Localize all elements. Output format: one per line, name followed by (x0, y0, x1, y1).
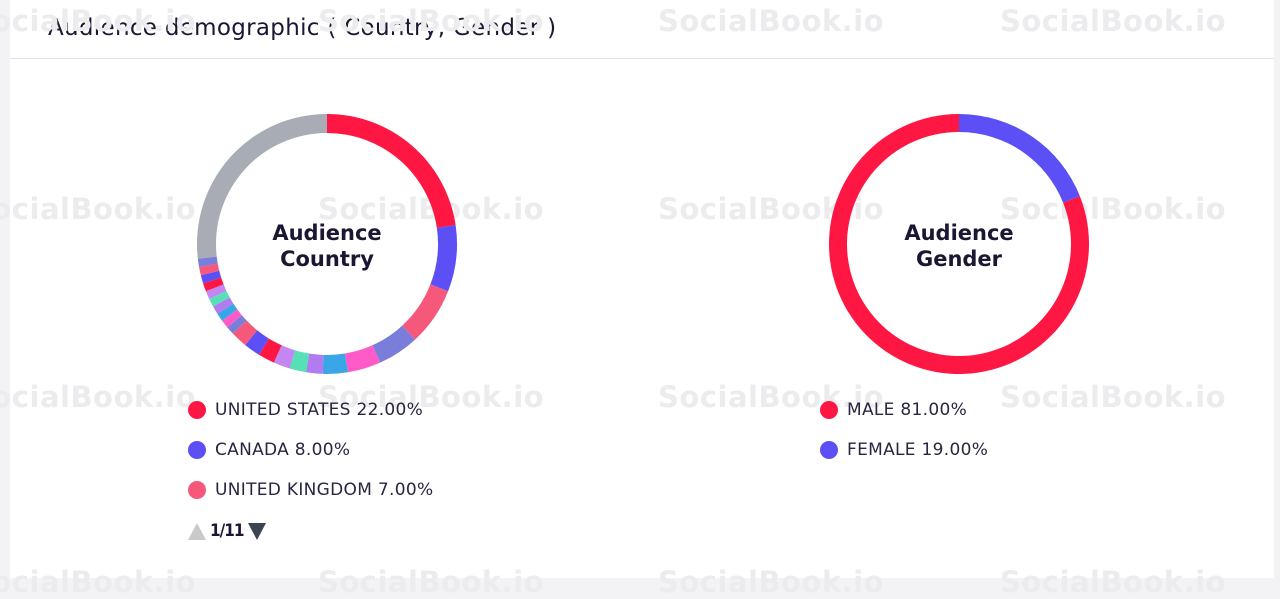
donut-slice-10[interactable] (245, 330, 269, 355)
legend-label: MALE 81.00% (847, 400, 968, 420)
card-title: Audience demographic ( Country, Gender ) (48, 15, 557, 41)
legend-dot (820, 441, 838, 459)
legend-label: UNITED STATES 22.00% (215, 400, 424, 420)
donut-slice-18[interactable] (203, 277, 224, 292)
country-center-label: Audience Country (196, 220, 458, 272)
pager-down-arrow-icon[interactable] (247, 522, 266, 540)
gender-center-line-1: Audience (904, 221, 1014, 245)
gender-center-label: Audience Gender (828, 220, 1090, 272)
country-donut-svg (197, 114, 457, 374)
legend-dot (188, 441, 206, 459)
donut-slice-16[interactable] (209, 291, 230, 307)
donut-slice-14[interactable] (217, 303, 238, 321)
pager-up-arrow-icon[interactable] (188, 522, 206, 540)
country-legend-pager: 1/11 (188, 520, 266, 542)
donut-slice-canada[interactable] (430, 225, 457, 292)
donut-slice-5[interactable] (322, 353, 348, 374)
card-header: Audience demographic ( Country, Gender ) (10, 0, 1274, 59)
donut-slice-4[interactable] (344, 345, 381, 373)
donut-slice-united-states[interactable] (327, 114, 456, 228)
donut-slice-7[interactable] (289, 350, 310, 373)
gender-donut-svg (829, 114, 1089, 374)
gender-donut-chart: Audience Gender (828, 113, 1090, 375)
legend-dot (188, 481, 206, 499)
country-donut-chart: Audience Country (196, 113, 458, 375)
legend-label: FEMALE 19.00% (847, 440, 989, 460)
legend-dot (820, 401, 838, 419)
donut-slice-9[interactable] (258, 338, 282, 363)
donut-slice-21[interactable] (197, 256, 218, 268)
gender-center-line-2: Gender (915, 247, 1003, 271)
country-center-line-1: Audience (272, 221, 382, 245)
donut-slice-female[interactable] (959, 114, 1080, 203)
legend-dot (188, 401, 206, 419)
legend-label: CANADA 8.00% (215, 440, 351, 460)
legend-label: UNITED KINGDOM 7.00% (215, 480, 434, 500)
donut-slice-17[interactable] (205, 284, 227, 300)
donut-slice-8[interactable] (273, 345, 296, 369)
donut-slice-11[interactable] (232, 320, 258, 346)
donut-slice-15[interactable] (213, 297, 234, 314)
donut-slice-22[interactable] (197, 114, 327, 259)
donut-slice-12[interactable] (227, 315, 247, 334)
donut-slice-19[interactable] (200, 270, 222, 284)
donut-slice-13[interactable] (222, 309, 242, 328)
donut-slice-united-kingdom[interactable] (402, 284, 449, 340)
pager-page-indicator: 1/11 (210, 521, 245, 541)
donut-slice-20[interactable] (199, 263, 220, 276)
donut-slice-3[interactable] (372, 325, 416, 363)
donut-slice-6[interactable] (306, 353, 324, 374)
country-center-line-2: Country (280, 247, 374, 271)
